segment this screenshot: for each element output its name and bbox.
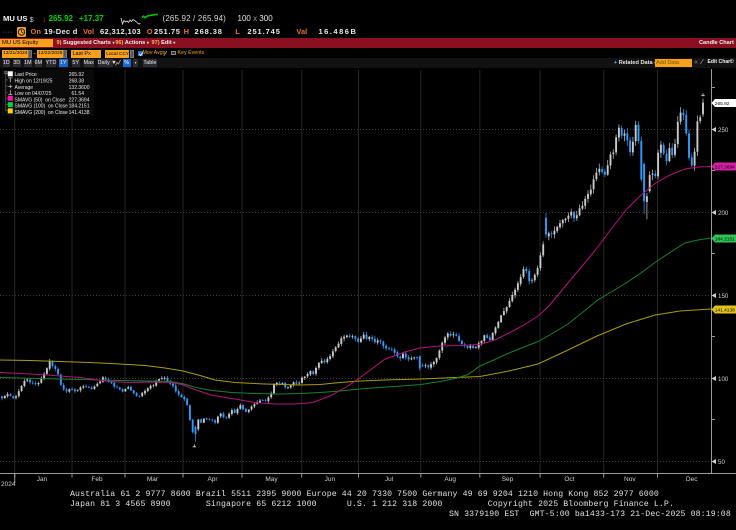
svg-text:200: 200 xyxy=(718,210,729,217)
svg-text:Apr: Apr xyxy=(207,476,218,483)
svg-text:184.2151: 184.2151 xyxy=(715,237,735,243)
svg-text:High on 12/19/25: High on 12/19/25 xyxy=(15,79,53,85)
svg-text:Oct: Oct xyxy=(564,476,574,483)
svg-text:SMAVG (100) on Close: SMAVG (100) on Close xyxy=(15,104,68,110)
svg-text:100: 100 xyxy=(718,376,729,383)
svg-text:Jun: Jun xyxy=(325,476,336,483)
svg-text:Jul: Jul xyxy=(385,476,394,483)
svg-text:Mar: Mar xyxy=(147,476,159,483)
svg-text:Dec: Dec xyxy=(686,476,698,483)
svg-text:Last Price: Last Price xyxy=(15,72,37,78)
svg-text:132.3600: 132.3600 xyxy=(69,85,90,91)
svg-text:Nov: Nov xyxy=(624,476,636,483)
svg-text:268.38: 268.38 xyxy=(69,79,85,85)
svg-text:SMAVG (200) on Close: SMAVG (200) on Close xyxy=(15,110,68,116)
svg-text:141.4138: 141.4138 xyxy=(715,308,735,314)
svg-text:2024: 2024 xyxy=(1,481,16,488)
svg-text:Aug: Aug xyxy=(444,476,456,483)
svg-text:61.54: 61.54 xyxy=(71,91,84,97)
svg-text:150: 150 xyxy=(718,293,729,300)
svg-text:141.4138: 141.4138 xyxy=(69,110,90,116)
svg-text:184.2151: 184.2151 xyxy=(69,104,90,110)
svg-text:227.3694: 227.3694 xyxy=(69,97,90,103)
svg-text:250: 250 xyxy=(718,127,729,134)
svg-text:50: 50 xyxy=(718,459,725,466)
svg-text:Jan: Jan xyxy=(37,476,48,483)
svg-text:265.92: 265.92 xyxy=(715,101,730,107)
svg-text:SMAVG (50) on Close: SMAVG (50) on Close xyxy=(15,97,66,103)
svg-text:265.92: 265.92 xyxy=(69,72,85,78)
svg-text:Sep: Sep xyxy=(502,476,514,483)
svg-text:Low on 04/07/25: Low on 04/07/25 xyxy=(15,91,52,97)
svg-text:May: May xyxy=(265,476,278,483)
svg-text:227.3694: 227.3694 xyxy=(715,165,735,171)
svg-text:Average: Average xyxy=(15,85,34,91)
svg-text:Feb: Feb xyxy=(91,476,103,483)
